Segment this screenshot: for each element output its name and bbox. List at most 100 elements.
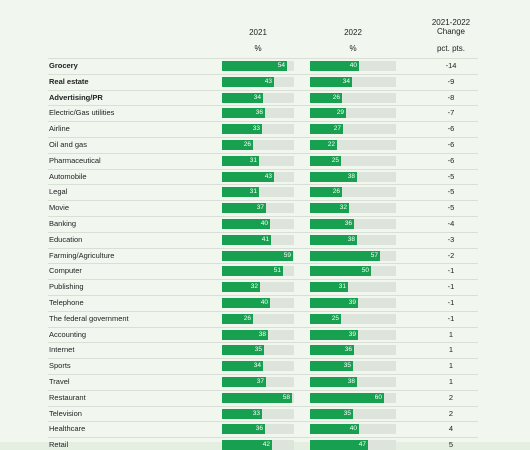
bar-2021-value: 43 xyxy=(264,78,272,85)
row-label: Healthcare xyxy=(49,424,86,433)
header-2021-unit: % xyxy=(254,44,262,53)
row-change: -1 xyxy=(447,266,455,275)
bar-2022-track: 36 xyxy=(310,219,396,229)
bar-2022-track: 32 xyxy=(310,203,396,213)
row-separator xyxy=(48,311,478,312)
bar-2021-value: 33 xyxy=(252,125,260,132)
bar-2022-value: 50 xyxy=(361,267,369,274)
bar-2021-value: 31 xyxy=(249,188,257,195)
bar-2021-value: 26 xyxy=(243,315,251,322)
bar-2022-value: 31 xyxy=(338,283,346,290)
bar-2021-track: 51 xyxy=(222,266,294,276)
bar-2022-track: 26 xyxy=(310,187,396,197)
header-2022: 2022 xyxy=(344,28,362,37)
bar-2022 xyxy=(310,156,341,166)
bar-2022-track: 40 xyxy=(310,61,396,71)
bar-2022-value: 39 xyxy=(348,331,356,338)
bar-2021-value: 38 xyxy=(258,331,266,338)
row-separator xyxy=(48,342,478,343)
bar-2021-value: 33 xyxy=(252,410,260,417)
bar-2022-track: 40 xyxy=(310,424,396,434)
bar-2021-value: 32 xyxy=(250,283,258,290)
bar-2022 xyxy=(310,377,357,387)
row-label: Grocery xyxy=(49,61,78,70)
row-label: Advertising/PR xyxy=(49,93,103,102)
bar-2021 xyxy=(222,203,266,213)
bar-2022 xyxy=(310,108,346,118)
bar-2021-track: 26 xyxy=(222,140,294,150)
row-change: -4 xyxy=(447,219,455,228)
bar-2021-value: 54 xyxy=(277,62,285,69)
bar-2021-track: 36 xyxy=(222,424,294,434)
row-change: -5 xyxy=(447,203,455,212)
row-separator xyxy=(48,279,478,280)
row-change: 1 xyxy=(448,377,454,386)
bar-2021-track: 40 xyxy=(222,219,294,229)
bar-2021 xyxy=(222,393,292,403)
bar-2021-track: 33 xyxy=(222,409,294,419)
bar-2021 xyxy=(222,298,270,308)
row-change: 1 xyxy=(448,330,454,339)
header-2022-unit: % xyxy=(349,44,357,53)
bar-2021 xyxy=(222,77,274,87)
bar-2021 xyxy=(222,140,253,150)
row-label: Banking xyxy=(49,219,77,228)
bar-2022-value: 26 xyxy=(332,94,340,101)
bar-2021-track: 31 xyxy=(222,156,294,166)
row-change: -7 xyxy=(447,108,455,117)
bar-2022-value: 38 xyxy=(347,236,355,243)
row-separator xyxy=(48,58,478,59)
bar-2022 xyxy=(310,124,343,134)
row-separator xyxy=(48,105,478,106)
row-label: Automobile xyxy=(49,172,87,181)
bar-2021-track: 35 xyxy=(222,345,294,355)
row-change: -6 xyxy=(447,156,455,165)
bar-2021-track: 41 xyxy=(222,235,294,245)
header-change-line1: 2021-2022 xyxy=(431,18,471,27)
bar-2021 xyxy=(222,282,260,292)
bar-2022-value: 25 xyxy=(331,315,339,322)
bar-2021-track: 37 xyxy=(222,377,294,387)
bar-2022 xyxy=(310,140,337,150)
bar-2022-track: 25 xyxy=(310,156,396,166)
bar-2022-track: 39 xyxy=(310,298,396,308)
row-change: -3 xyxy=(447,235,455,244)
bar-2022-value: 38 xyxy=(347,378,355,385)
bar-2021-track: 34 xyxy=(222,361,294,371)
bar-2021 xyxy=(222,172,274,182)
row-change: 4 xyxy=(448,424,454,433)
bar-2022 xyxy=(310,93,342,103)
row-separator xyxy=(48,263,478,264)
bar-2022-value: 25 xyxy=(331,157,339,164)
row-label: Publishing xyxy=(49,282,84,291)
row-separator xyxy=(48,390,478,391)
row-label: Internet xyxy=(49,345,75,354)
bar-2021-value: 34 xyxy=(253,362,261,369)
row-label: Movie xyxy=(49,203,70,212)
bar-2022-track: 31 xyxy=(310,282,396,292)
row-change: -9 xyxy=(447,77,455,86)
row-label: Television xyxy=(49,409,82,418)
row-label: Sports xyxy=(49,361,71,370)
bar-2022-value: 27 xyxy=(333,125,341,132)
row-change: -1 xyxy=(447,298,455,307)
row-label: Travel xyxy=(49,377,70,386)
row-change: 2 xyxy=(448,393,454,402)
bar-2022-track: 57 xyxy=(310,251,396,261)
bar-2022-value: 22 xyxy=(327,141,335,148)
bar-2021-track: 26 xyxy=(222,314,294,324)
bar-2021-track: 37 xyxy=(222,203,294,213)
bar-2022-track: 38 xyxy=(310,377,396,387)
header-change-line2: Change xyxy=(436,27,466,36)
row-label: Computer xyxy=(49,266,82,275)
bar-2021 xyxy=(222,314,253,324)
bar-2021 xyxy=(222,361,263,371)
bar-2021 xyxy=(222,187,259,197)
bar-2021-value: 26 xyxy=(243,141,251,148)
bar-2022 xyxy=(310,77,352,87)
bar-2021-value: 34 xyxy=(253,94,261,101)
bar-2022-track: 38 xyxy=(310,235,396,245)
row-label: Airline xyxy=(49,124,70,133)
row-change: -5 xyxy=(447,172,455,181)
